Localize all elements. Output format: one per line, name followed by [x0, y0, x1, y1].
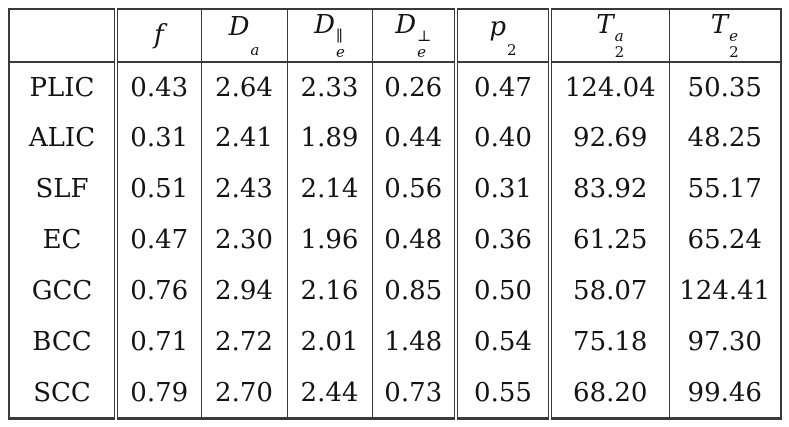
- row-label: GCC: [9, 265, 118, 317]
- table-cell: 124.41: [679, 276, 771, 307]
- row-label: EC: [9, 214, 118, 266]
- header-symbol: D: [228, 11, 250, 42]
- table-cell: 83.92: [550, 163, 670, 215]
- table-cell: 1.96: [287, 214, 373, 266]
- table-cell: 48.25: [687, 123, 762, 154]
- table-cell: 65.24: [687, 225, 762, 256]
- table-cell: 0.50: [456, 265, 552, 317]
- header-symbol: D: [314, 10, 335, 40]
- column-header-f: f: [116, 9, 202, 63]
- table-cell: 1.89: [287, 112, 373, 164]
- table-cell: 0.71: [116, 316, 202, 368]
- header-scripts: ∥ e: [335, 27, 345, 62]
- table-cell: 0.76: [116, 265, 202, 317]
- column-header-De-parallel: D ∥ e: [287, 9, 373, 63]
- table-cell: 0.43: [116, 61, 202, 113]
- table-row: SCC 0.79 2.70 2.44 0.73 0.55 68.20 99.46: [9, 367, 781, 419]
- table-body: PLIC 0.43 2.64 2.33 0.26 0.47 124.04 50.35 ALIC 0…: [9, 61, 781, 419]
- row-label: SLF: [9, 163, 118, 215]
- row-label: ALIC: [9, 112, 118, 164]
- table-row: BCC 0.71 2.72 2.01 1.48 0.54 75.18 97.30: [9, 316, 781, 368]
- table-cell: 0.48: [372, 214, 458, 266]
- header-symbol: f: [153, 19, 164, 50]
- header-symbol: p: [489, 11, 507, 42]
- table-cell: 2.16: [287, 265, 373, 317]
- column-header-De-perp: D ⊥ e: [372, 9, 458, 63]
- table-cell: 1.48: [372, 316, 458, 368]
- table-cell: 2.44: [287, 367, 373, 419]
- table-cell: 55.17: [687, 174, 762, 205]
- header-symbol: D: [395, 10, 417, 40]
- table-cell: 0.47: [116, 214, 202, 266]
- table-row: EC 0.47 2.30 1.96 0.48 0.36 61.25 65.24: [9, 214, 781, 266]
- row-label: BCC: [9, 316, 118, 368]
- table-cell: 2.94: [201, 265, 288, 317]
- table-cell: 0.55: [456, 367, 552, 419]
- table-cell: 0.26: [372, 61, 458, 113]
- header-symbol: T: [596, 10, 614, 40]
- table-cell: 99.46: [687, 377, 762, 408]
- table-cell: 97.30: [687, 327, 762, 358]
- table-cell: 0.73: [372, 367, 458, 419]
- table-cell: 0.47: [456, 61, 552, 113]
- table-cell: 0.31: [456, 163, 552, 215]
- table-cell: 2.30: [201, 214, 288, 266]
- table-cell: 0.85: [372, 265, 458, 317]
- header-scripts: 2: [507, 41, 517, 60]
- table-cell: 2.72: [201, 316, 288, 368]
- table-cell: 58.07: [550, 265, 670, 317]
- table-cell: 2.64: [201, 61, 288, 113]
- table-cell: 2.41: [201, 112, 288, 164]
- table-cell: 61.25: [550, 214, 670, 266]
- table-cell: 50.35: [687, 72, 762, 103]
- table-cell: 0.56: [372, 163, 458, 215]
- table-cell: 0.44: [372, 112, 458, 164]
- table-cell: 0.40: [456, 112, 552, 164]
- table-cell: 92.69: [550, 112, 670, 164]
- table-row: SLF 0.51 2.43 2.14 0.56 0.31 83.92 55.17: [9, 163, 781, 215]
- table-cell: 75.18: [550, 316, 670, 368]
- table-row: PLIC 0.43 2.64 2.33 0.26 0.47 124.04 50.35: [9, 61, 781, 113]
- row-label: SCC: [9, 367, 118, 419]
- table-cell: 0.54: [456, 316, 552, 368]
- table-cell: 2.14: [287, 163, 373, 215]
- row-label: PLIC: [9, 61, 118, 113]
- table-cell: 0.31: [116, 112, 202, 164]
- header-symbol: T: [710, 10, 729, 40]
- table-cell: 0.36: [456, 214, 552, 266]
- table-cell: 2.70: [201, 367, 288, 419]
- header-scripts: a: [250, 41, 260, 60]
- table-cell: 68.20: [550, 367, 670, 419]
- header-scripts: ⊥ e: [417, 27, 432, 62]
- table-cell: 2.43: [201, 163, 288, 215]
- table-cell: 0.51: [116, 163, 202, 215]
- table-row: GCC 0.76 2.94 2.16 0.85 0.50 58.07 124.41: [9, 265, 781, 317]
- table-cell: 0.79: [116, 367, 202, 419]
- table-cell: 2.33: [287, 61, 373, 113]
- column-header-region: [9, 9, 118, 63]
- table-cell: 2.01: [287, 316, 373, 368]
- table-row: ALIC 0.31 2.41 1.89 0.44 0.40 92.69 48.25: [9, 112, 781, 164]
- table-cell: 124.04: [550, 61, 670, 113]
